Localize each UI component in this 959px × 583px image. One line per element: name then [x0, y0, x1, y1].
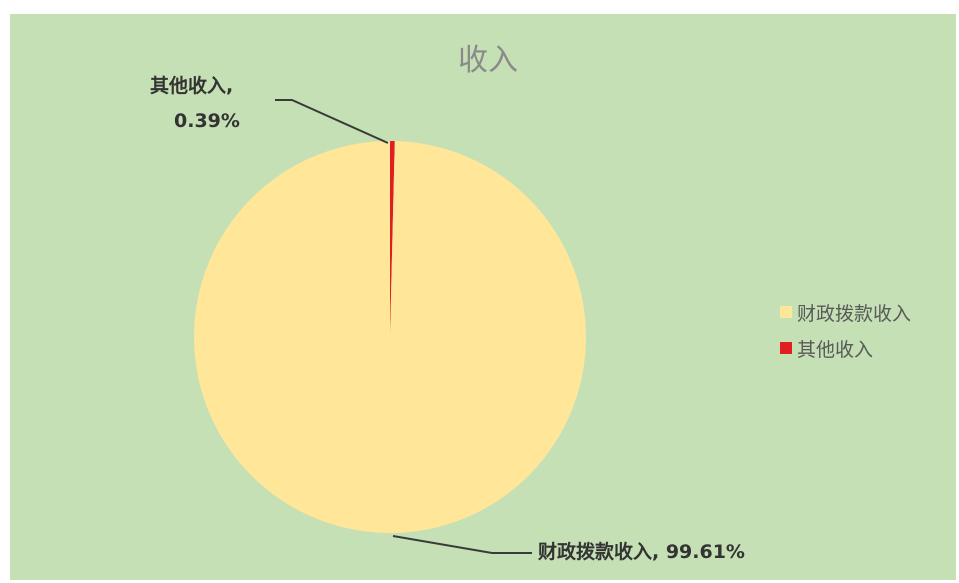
leader-line-other: [275, 99, 389, 144]
legend-label-other: 其他收入: [797, 339, 873, 361]
legend: 财政拨款收入 其他收入: [780, 303, 911, 361]
legend-swatch-other: [780, 342, 792, 354]
leader-line-fiscal: [392, 535, 532, 554]
legend-swatch-fiscal: [780, 306, 792, 318]
legend-label-fiscal: 财政拨款收入: [797, 303, 911, 325]
data-label-fiscal: 财政拨款收入, 99.61%: [538, 540, 745, 563]
pie-slices: [194, 141, 587, 533]
pie-slice-other: [390, 141, 395, 337]
data-label-other-name: 其他收入,: [150, 74, 233, 97]
pie-slice-fiscal: [194, 141, 587, 533]
data-label-other-value: 0.39%: [174, 110, 240, 132]
chart-title: 收入: [458, 43, 518, 78]
